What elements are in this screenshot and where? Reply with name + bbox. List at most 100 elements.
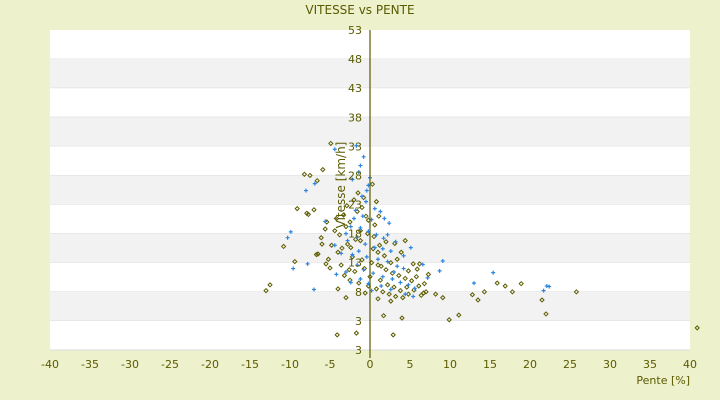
data-point-diamond: [413, 273, 420, 280]
data-point-diamond: [341, 272, 348, 279]
data-point-diamond: [332, 228, 338, 234]
data-point-diamond: [380, 289, 386, 295]
data-point-plus: [420, 262, 425, 267]
data-point-plus: [541, 288, 546, 293]
data-point-plus: [348, 280, 353, 285]
data-point-plus: [372, 245, 377, 250]
x-tick-label: 15: [483, 358, 497, 371]
data-point-diamond: [481, 289, 488, 295]
data-point-diamond: [301, 171, 308, 177]
data-point-plus: [491, 270, 496, 275]
data-point-plus: [387, 221, 392, 226]
data-point-plus: [344, 231, 348, 236]
y-tick-label: 8: [355, 286, 362, 299]
data-point-plus: [345, 238, 350, 243]
x-tick-label: -35: [81, 358, 99, 371]
data-point-plus: [372, 206, 377, 211]
data-point-plus: [332, 147, 337, 152]
x-tick-label: -40: [41, 358, 59, 371]
data-point-plus: [393, 239, 398, 244]
data-point-diamond: [383, 239, 389, 245]
data-point-diamond: [314, 177, 320, 184]
data-point-diamond: [425, 271, 432, 278]
x-tick-label: -25: [161, 358, 179, 371]
data-point-plus: [425, 275, 430, 280]
x-tick-label: 40: [683, 358, 697, 371]
data-point-diamond: [328, 242, 335, 248]
data-point-plus: [350, 252, 355, 257]
x-tick-label: -15: [241, 358, 259, 371]
data-point-diamond: [343, 294, 349, 301]
data-point-plus: [360, 194, 364, 199]
x-tick-label: 30: [603, 358, 617, 371]
data-point-diamond: [322, 226, 328, 232]
data-point-diamond: [380, 312, 387, 319]
data-point-diamond: [378, 263, 384, 269]
data-point-diamond: [373, 286, 380, 292]
data-point-diamond: [371, 233, 377, 240]
data-point-plus: [472, 281, 476, 286]
data-point-diamond: [375, 249, 381, 255]
data-point-diamond: [267, 282, 273, 288]
data-point-plus: [360, 214, 365, 219]
data-point-plus: [408, 245, 413, 250]
data-point-plus: [363, 242, 368, 247]
x-tick-label: 25: [563, 358, 577, 371]
data-point-plus: [390, 277, 395, 282]
data-point-diamond: [333, 215, 340, 222]
data-point-plus: [392, 270, 396, 275]
data-point-diamond: [539, 297, 545, 303]
data-point-plus: [304, 188, 308, 193]
data-point-plus: [388, 287, 393, 292]
data-point-plus: [411, 294, 416, 299]
data-point-plus: [385, 232, 390, 237]
data-point-plus: [356, 169, 361, 174]
data-point-plus: [440, 258, 445, 263]
data-point-plus: [437, 268, 442, 273]
data-point-diamond: [394, 256, 400, 262]
data-point-diamond: [359, 204, 365, 211]
data-point-plus: [354, 143, 359, 148]
data-point-diamond: [388, 298, 394, 304]
data-point-diamond: [386, 291, 392, 297]
data-point-plus: [406, 282, 411, 287]
data-point-diamond: [399, 315, 405, 321]
y-tick-label: 48: [348, 53, 362, 66]
data-point-plus: [361, 154, 366, 159]
data-point-diamond: [375, 262, 381, 268]
data-point-diamond: [440, 294, 446, 301]
data-point-diamond: [376, 242, 383, 248]
data-point-diamond: [325, 256, 332, 262]
data-point-plus: [332, 243, 337, 248]
data-point-plus: [288, 229, 293, 234]
data-point-diamond: [416, 261, 423, 267]
data-point-diamond: [344, 241, 351, 247]
data-point-plus: [403, 292, 408, 297]
data-point-diamond: [392, 293, 399, 300]
data-point-diamond: [390, 332, 396, 338]
data-point-diamond: [402, 275, 408, 282]
y-tick-label: 23: [348, 199, 362, 212]
data-point-plus: [344, 270, 348, 275]
data-point-plus: [353, 208, 358, 213]
data-point-plus: [376, 257, 380, 262]
data-point-diamond: [509, 289, 516, 295]
data-point-diamond: [311, 207, 317, 213]
data-point-plus: [380, 274, 385, 279]
data-point-diamond: [421, 280, 428, 287]
data-point-diamond: [414, 266, 420, 272]
data-point-diamond: [336, 232, 343, 238]
data-point-plus: [364, 188, 369, 193]
data-point-diamond: [349, 254, 356, 260]
data-point-diamond: [328, 140, 334, 147]
x-tick-label: 10: [443, 358, 457, 371]
data-point-diamond: [307, 172, 313, 179]
data-point-plus: [312, 287, 316, 292]
data-point-plus: [412, 286, 417, 291]
data-point-diamond: [405, 268, 412, 274]
data-point-diamond: [339, 245, 345, 251]
data-point-diamond: [518, 280, 524, 287]
data-point-diamond: [469, 292, 476, 298]
data-point-diamond: [320, 166, 326, 173]
